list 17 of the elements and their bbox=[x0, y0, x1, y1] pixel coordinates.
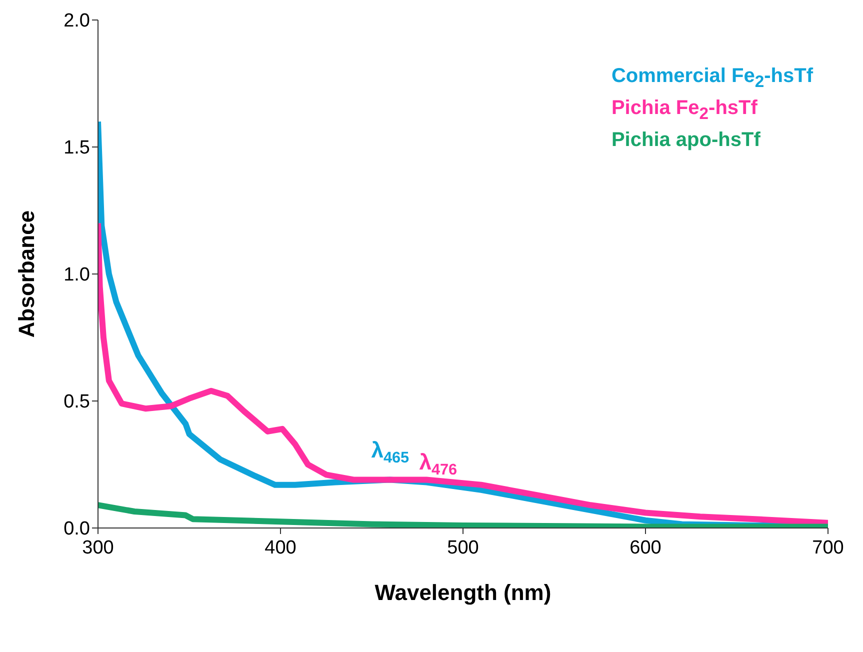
x-tick-label: 400 bbox=[264, 537, 296, 558]
x-tick-label: 300 bbox=[82, 537, 114, 558]
y-tick-label: 0.0 bbox=[64, 518, 90, 540]
y-tick-label: 0.5 bbox=[64, 392, 90, 413]
text: Pichia Fe$_{2}$-hsTf bbox=[611, 96, 758, 125]
text: Commercial Fe$_{2}$-hsTf bbox=[611, 64, 813, 93]
y-axis-title: Absorbance bbox=[14, 210, 39, 338]
y-tick-label: 2.0 bbox=[64, 10, 90, 32]
y-tick-label: 1.5 bbox=[64, 138, 90, 159]
x-tick-label: 500 bbox=[447, 537, 479, 558]
text: Pichia apo-hsTf bbox=[611, 128, 762, 153]
x-tick-label: 600 bbox=[630, 537, 662, 558]
annotation: λ$_{476}$ bbox=[419, 450, 458, 478]
x-tick-label: 700 bbox=[812, 537, 844, 558]
y-tick-label: 1.0 bbox=[64, 264, 90, 286]
x-axis-title: Wavelength (nm) bbox=[374, 580, 552, 605]
annotation: λ$_{465}$ bbox=[371, 438, 410, 466]
